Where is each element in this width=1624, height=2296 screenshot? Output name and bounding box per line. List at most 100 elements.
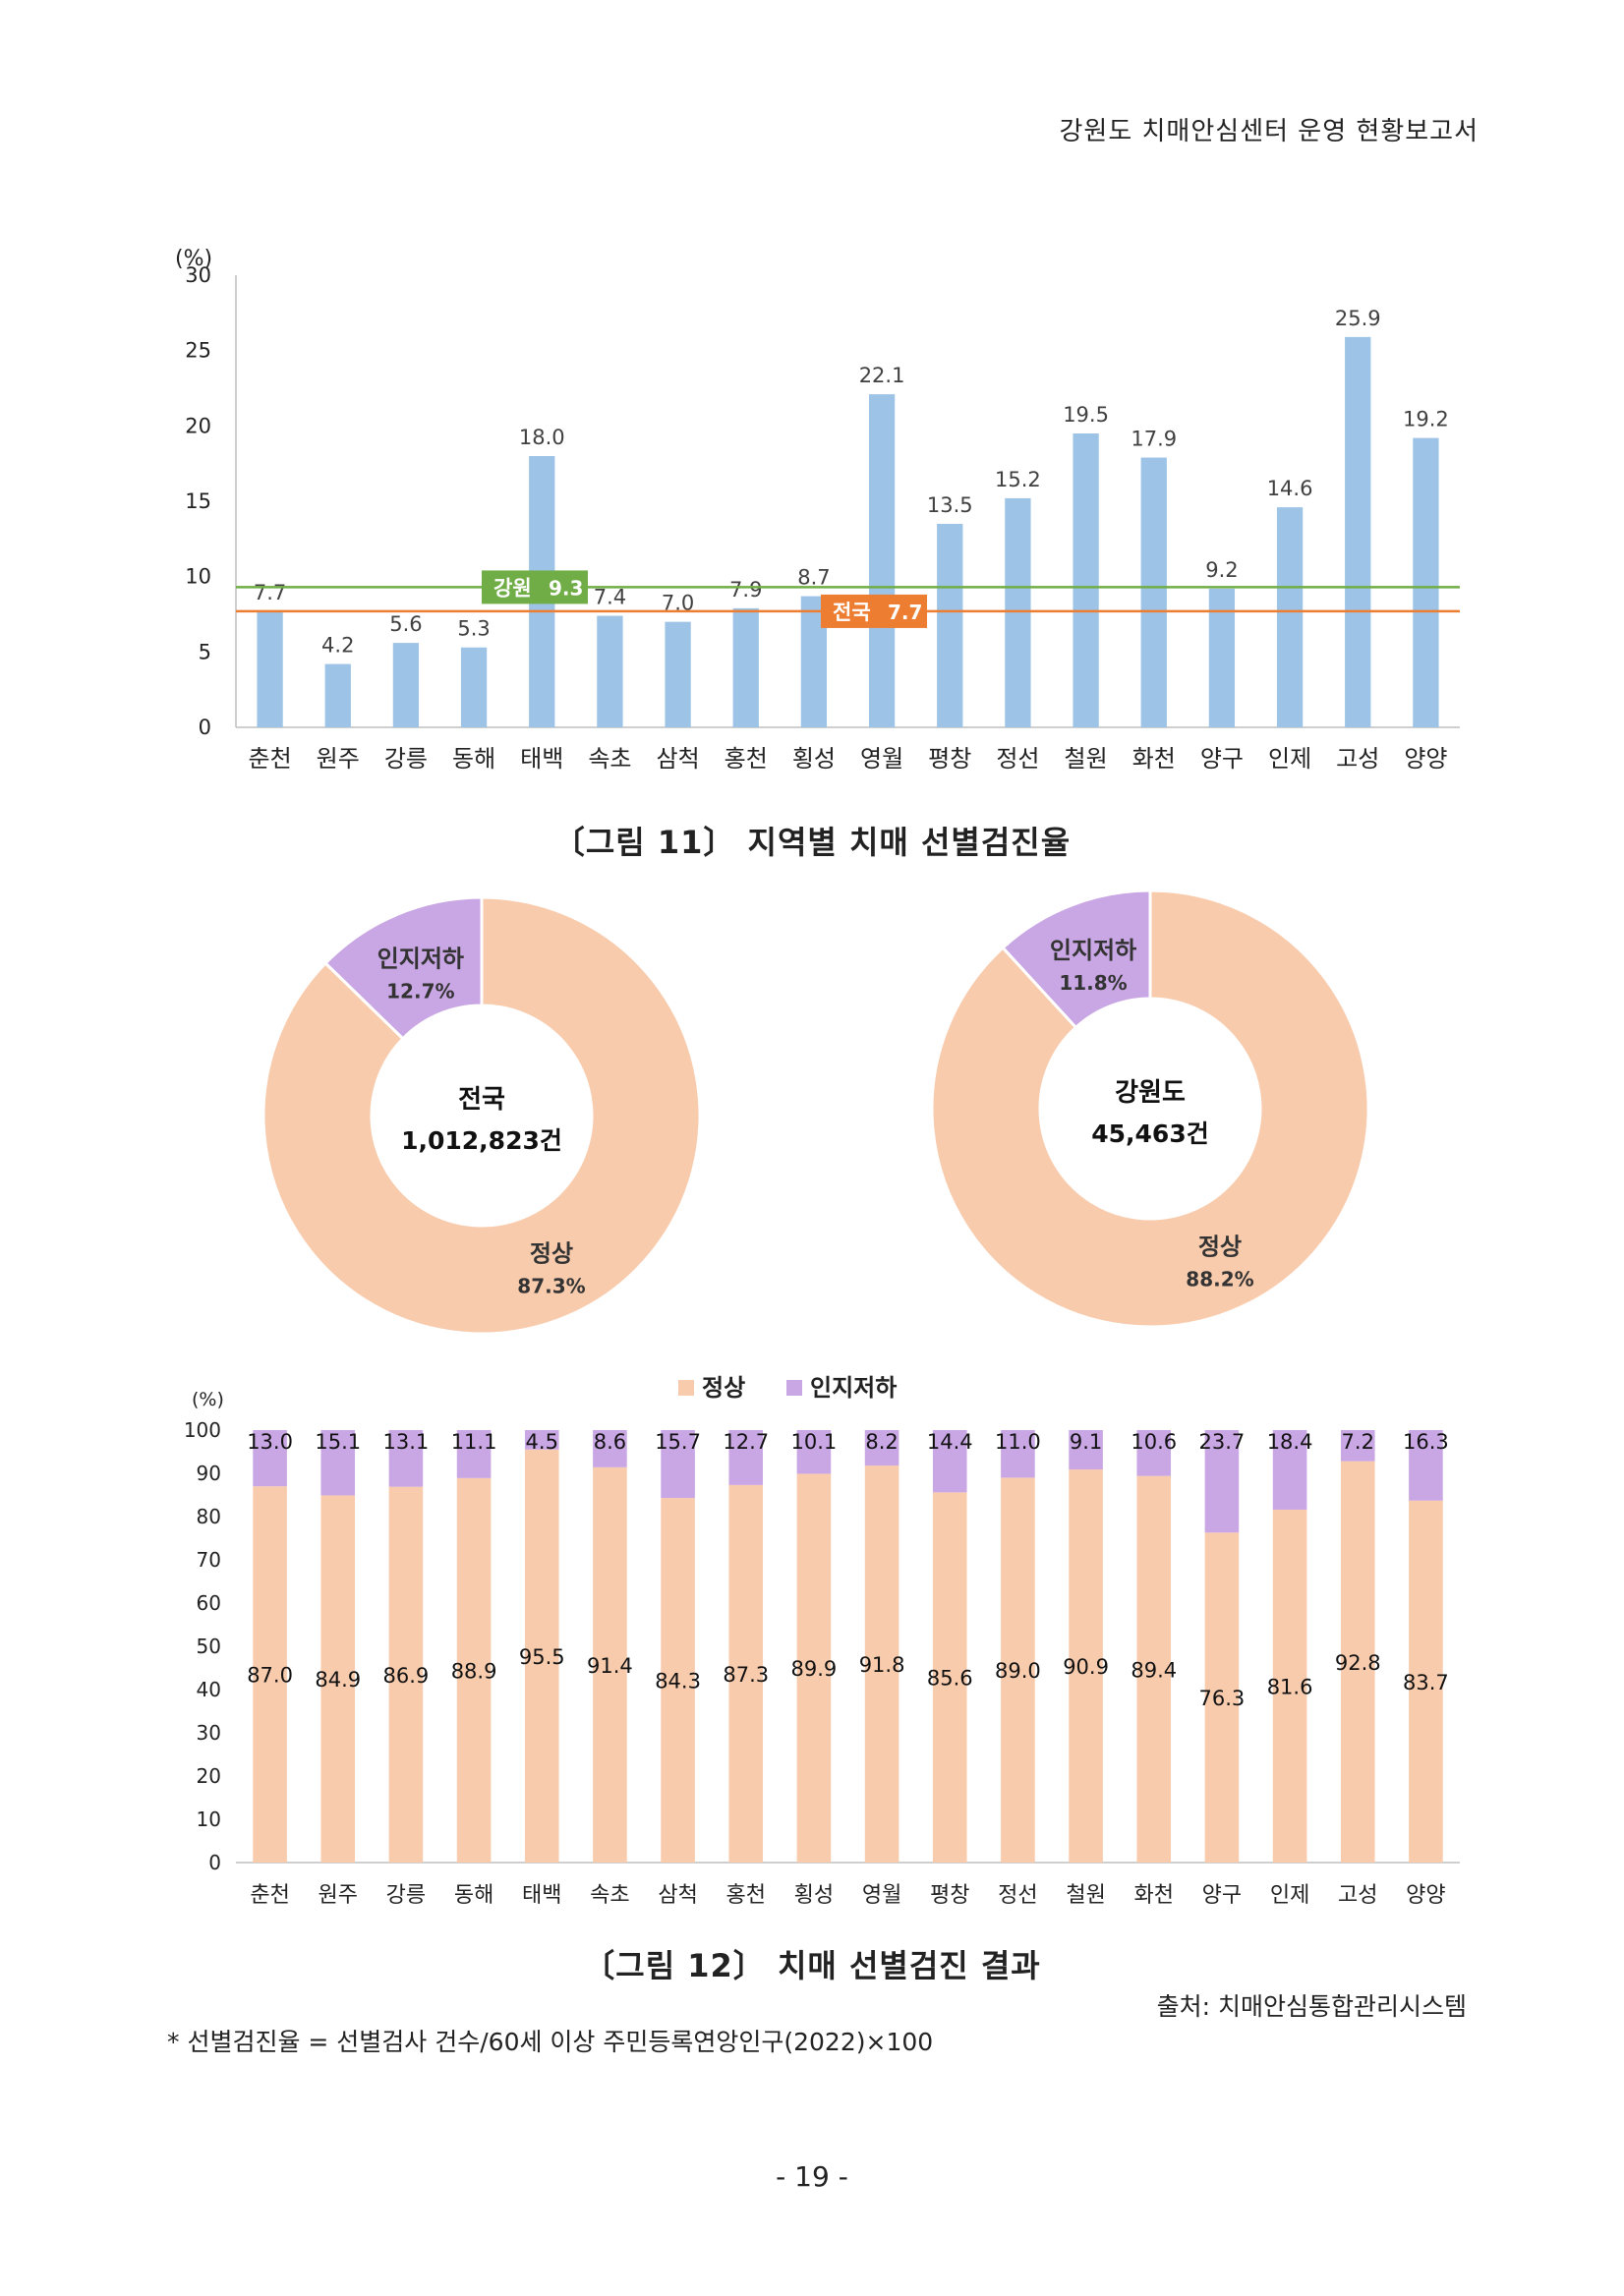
y-tick-label: 25 xyxy=(185,339,211,363)
reference-label-box xyxy=(821,594,927,628)
stacked-bar-impaired xyxy=(253,1430,287,1487)
stacked-bar-normal xyxy=(728,1484,764,1863)
data-label: 13.5 xyxy=(927,493,973,517)
x-tick-label: 화천 xyxy=(1132,745,1176,773)
x-tick-label: 횡성 xyxy=(794,1883,834,1908)
stacked-bar-normal xyxy=(1204,1532,1240,1863)
x-tick-label: 평창 xyxy=(928,745,971,773)
stacked-bar-normal xyxy=(1409,1500,1443,1863)
stacked-bar-normal xyxy=(796,1473,832,1863)
x-tick-label: 삼척 xyxy=(658,1883,697,1908)
x-tick-label: 춘천 xyxy=(248,745,291,773)
y-tick-label: 5 xyxy=(199,640,211,663)
stacked-bar-impaired xyxy=(1340,1430,1375,1462)
stacked-bar-normal xyxy=(320,1495,356,1863)
x-tick-label: 정선 xyxy=(996,745,1039,773)
legend-label: 인지저하 xyxy=(810,1374,897,1402)
donut-center-value: 45,463건 xyxy=(1091,1119,1208,1148)
stacked-bar-impaired xyxy=(796,1430,832,1474)
stacked-bar-normal xyxy=(456,1477,492,1863)
y-tick-label: 0 xyxy=(199,716,211,739)
donut-center-title: 강원도 xyxy=(1115,1078,1186,1108)
stacked-bar-impaired xyxy=(728,1430,764,1485)
data-label: 17.9 xyxy=(1131,428,1177,451)
x-tick-label: 태백 xyxy=(522,1883,561,1908)
stacked-bar-normal xyxy=(253,1486,287,1863)
bar xyxy=(937,524,963,727)
data-label-normal: 90.9 xyxy=(1063,1655,1109,1679)
data-label-impaired: 15.7 xyxy=(655,1430,701,1454)
stacked-bar-impaired xyxy=(1409,1430,1443,1501)
stacked-bar-impaired xyxy=(1001,1430,1035,1478)
slice-value-label: 88.2% xyxy=(1186,1267,1253,1291)
slice-name-label: 인지저하 xyxy=(1050,937,1136,964)
stacked-bar-impaired xyxy=(864,1430,899,1466)
data-label: 5.3 xyxy=(457,617,490,641)
bar xyxy=(324,663,351,727)
x-tick-label: 영월 xyxy=(862,1883,901,1908)
slice-value-label: 11.8% xyxy=(1059,971,1127,995)
stacked-bar-impaired xyxy=(661,1430,695,1499)
x-tick-label: 동해 xyxy=(454,1883,493,1908)
bar xyxy=(1073,433,1099,727)
stacked-bar-impaired xyxy=(456,1430,492,1478)
x-tick-label: 화천 xyxy=(1134,1883,1174,1908)
x-tick-label: 원주 xyxy=(319,1883,358,1908)
bar xyxy=(1005,497,1031,727)
stacked-bar-normal xyxy=(864,1465,899,1863)
y-tick-label: 15 xyxy=(185,489,211,513)
bar xyxy=(1208,588,1236,727)
slice-name-label: 정상 xyxy=(530,1239,573,1267)
data-label-normal: 91.8 xyxy=(859,1653,905,1677)
stacked-bar-normal xyxy=(1001,1477,1035,1863)
data-label-normal: 91.4 xyxy=(587,1654,633,1678)
x-tick-label: 춘천 xyxy=(250,1883,289,1908)
y-tick-label: 30 xyxy=(185,263,211,287)
stacked-bar-normal xyxy=(524,1449,559,1863)
x-tick-label: 강릉 xyxy=(386,1883,426,1908)
x-tick-label: 평창 xyxy=(930,1883,969,1908)
stacked-bar-impaired xyxy=(388,1430,424,1487)
y-axis-unit-label: (%) xyxy=(175,247,212,271)
figure-12-caption: 〔그림 12〕 치매 선별검진 결과 xyxy=(583,1947,1041,1984)
donut-center-value: 1,012,823건 xyxy=(401,1126,562,1155)
y-tick-label: 0 xyxy=(208,1851,221,1874)
slice-value-label: 12.7% xyxy=(386,980,454,1004)
y-tick-label: 10 xyxy=(185,565,211,589)
bar xyxy=(665,621,691,727)
x-tick-label: 홍천 xyxy=(725,745,768,773)
data-label: 5.6 xyxy=(389,612,422,636)
legend-label: 정상 xyxy=(702,1374,745,1402)
x-tick-label: 강릉 xyxy=(384,745,428,773)
data-label: 14.6 xyxy=(1267,477,1313,500)
data-label: 4.2 xyxy=(321,634,354,658)
stacked-bar-normal xyxy=(1069,1469,1103,1863)
data-label: 7.4 xyxy=(594,586,626,609)
data-label-normal: 83.7 xyxy=(1403,1671,1449,1694)
bar xyxy=(1140,457,1167,727)
data-label-normal: 86.9 xyxy=(383,1664,430,1688)
x-tick-label: 양구 xyxy=(1202,1883,1242,1908)
data-label: 25.9 xyxy=(1335,307,1381,330)
data-label-impaired: 13.0 xyxy=(247,1430,293,1454)
gangwon-donut-chart: 인지저하 11.8% 정상 88.2% 강원도 45,463건 xyxy=(930,889,1370,1329)
data-label-normal: 92.8 xyxy=(1335,1651,1381,1675)
figure-11-caption: 〔그림 11〕 지역별 치매 선별검진율 xyxy=(552,824,1072,861)
slice-name-label: 정상 xyxy=(1198,1233,1242,1260)
source-note: 출처: 치매안심통합관리시스템 xyxy=(1156,1992,1467,2021)
x-tick-label: 철원 xyxy=(1064,745,1107,773)
y-tick-label: 70 xyxy=(197,1548,221,1572)
reference-line-value: 7.7 xyxy=(888,601,922,624)
stacked-bar-impaired xyxy=(593,1430,627,1467)
reference-line-name: 강원 xyxy=(493,576,532,600)
data-label-impaired: 16.3 xyxy=(1403,1430,1449,1454)
data-label-impaired: 13.1 xyxy=(383,1430,430,1454)
x-tick-label: 태백 xyxy=(520,745,563,773)
data-label-impaired: 8.2 xyxy=(865,1430,898,1454)
data-label-impaired: 11.1 xyxy=(451,1430,497,1454)
data-label-impaired: 9.1 xyxy=(1070,1430,1102,1454)
y-tick-label: 100 xyxy=(184,1418,221,1442)
donut-slice xyxy=(261,895,702,1336)
y-tick-label: 30 xyxy=(197,1721,221,1745)
data-label-impaired: 12.7 xyxy=(723,1430,769,1454)
